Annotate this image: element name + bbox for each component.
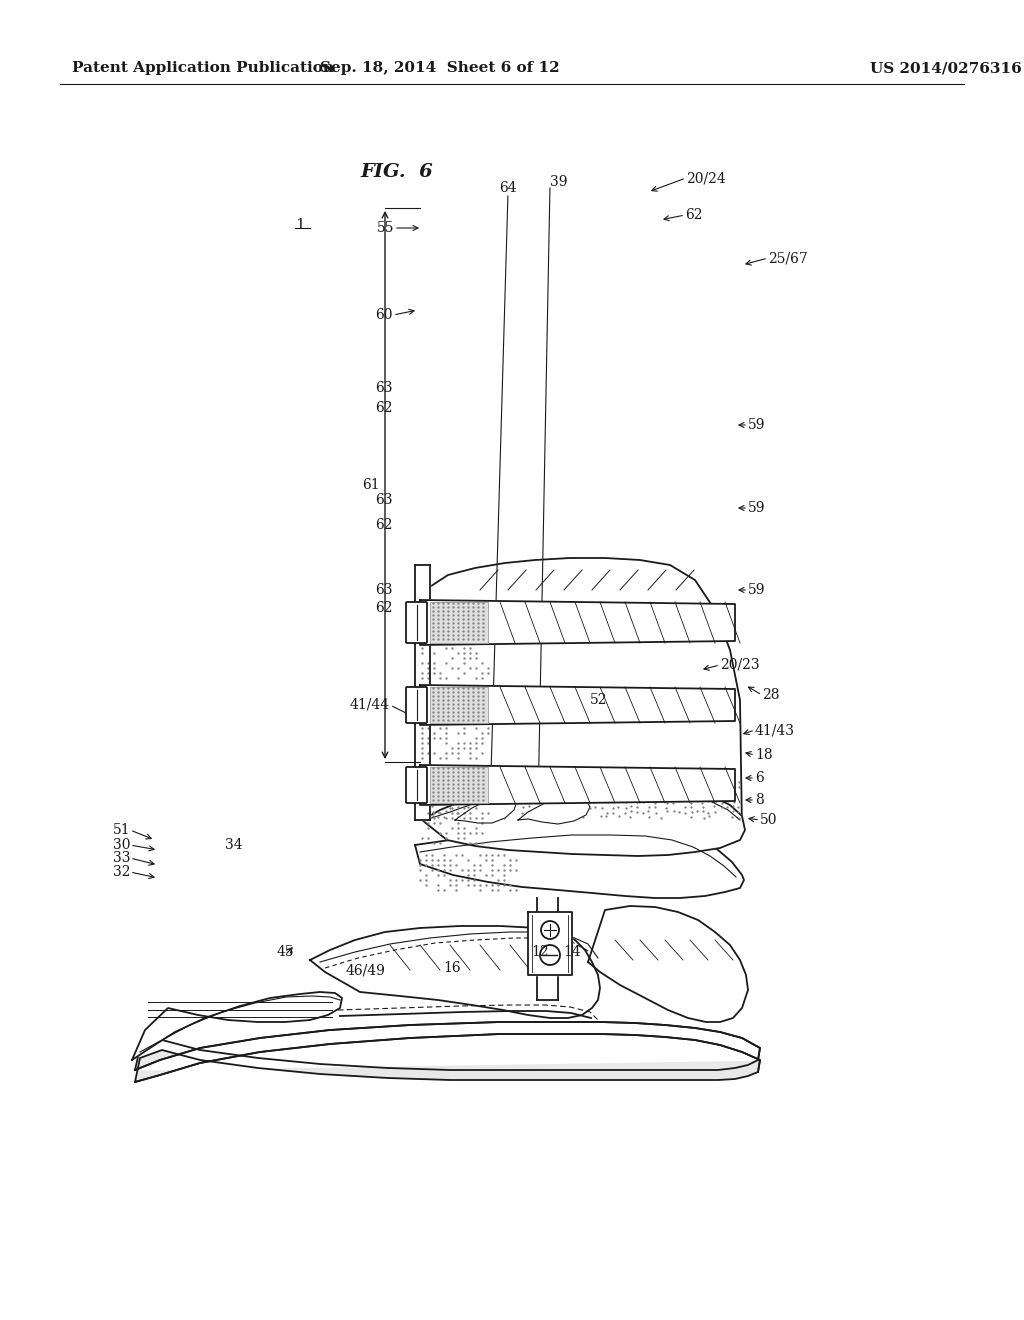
Text: 52: 52 [590, 693, 607, 708]
Polygon shape [518, 797, 590, 824]
Text: 34: 34 [225, 838, 243, 851]
Polygon shape [135, 1022, 760, 1071]
Polygon shape [588, 906, 748, 1022]
Text: 64: 64 [499, 181, 517, 195]
Text: 59: 59 [748, 583, 766, 597]
Text: 46/49: 46/49 [345, 964, 385, 977]
FancyBboxPatch shape [406, 602, 427, 643]
Text: 45: 45 [276, 945, 294, 960]
Circle shape [541, 921, 559, 939]
Text: 1: 1 [295, 218, 305, 232]
Text: 33: 33 [113, 851, 130, 865]
Text: 20/24: 20/24 [686, 172, 726, 185]
Text: 39: 39 [550, 176, 567, 189]
Circle shape [540, 945, 560, 965]
Text: 59: 59 [748, 418, 766, 432]
Text: 50: 50 [760, 813, 777, 828]
Text: Sep. 18, 2014  Sheet 6 of 12: Sep. 18, 2014 Sheet 6 of 12 [321, 61, 560, 75]
Text: Patent Application Publication: Patent Application Publication [72, 61, 334, 75]
Polygon shape [420, 558, 742, 830]
Bar [430, 767, 488, 803]
Text: 63: 63 [376, 381, 393, 395]
Text: 6: 6 [755, 771, 764, 785]
Polygon shape [310, 927, 600, 1018]
Text: 12: 12 [531, 945, 549, 960]
Text: 63: 63 [376, 492, 393, 507]
Text: 20/23: 20/23 [720, 657, 760, 672]
Bar [430, 602, 488, 643]
Polygon shape [135, 1022, 760, 1071]
Text: US 2014/0276316 A1: US 2014/0276316 A1 [870, 61, 1024, 75]
FancyBboxPatch shape [406, 767, 427, 803]
Text: 8: 8 [755, 793, 764, 807]
Text: 62: 62 [685, 209, 702, 222]
Polygon shape [415, 828, 744, 898]
Polygon shape [528, 912, 572, 975]
Bar [430, 686, 488, 723]
Polygon shape [415, 565, 430, 820]
Text: 61: 61 [362, 478, 380, 492]
Text: 51: 51 [113, 822, 130, 837]
Polygon shape [420, 601, 735, 645]
Polygon shape [420, 766, 735, 805]
Text: 55: 55 [377, 220, 394, 235]
Text: 60: 60 [376, 308, 393, 322]
Text: 28: 28 [762, 688, 779, 702]
Text: 41/44: 41/44 [350, 698, 390, 711]
Text: 18: 18 [755, 748, 773, 762]
Text: 30: 30 [113, 838, 130, 851]
Polygon shape [422, 780, 745, 855]
Text: 62: 62 [376, 401, 393, 414]
Text: 59: 59 [748, 502, 766, 515]
Text: 63: 63 [376, 583, 393, 597]
Polygon shape [420, 685, 735, 725]
Text: 16: 16 [443, 961, 461, 975]
Text: 41/43: 41/43 [755, 723, 795, 737]
Polygon shape [537, 898, 558, 1001]
FancyBboxPatch shape [406, 686, 427, 723]
Text: FIG.  6: FIG. 6 [360, 162, 433, 181]
Polygon shape [135, 1034, 760, 1082]
Text: 14: 14 [563, 945, 581, 960]
Text: 32: 32 [113, 865, 130, 879]
Polygon shape [455, 797, 516, 822]
Text: 62: 62 [376, 517, 393, 532]
Text: 62: 62 [376, 601, 393, 615]
Text: 25/67: 25/67 [768, 251, 808, 265]
Polygon shape [132, 993, 342, 1060]
